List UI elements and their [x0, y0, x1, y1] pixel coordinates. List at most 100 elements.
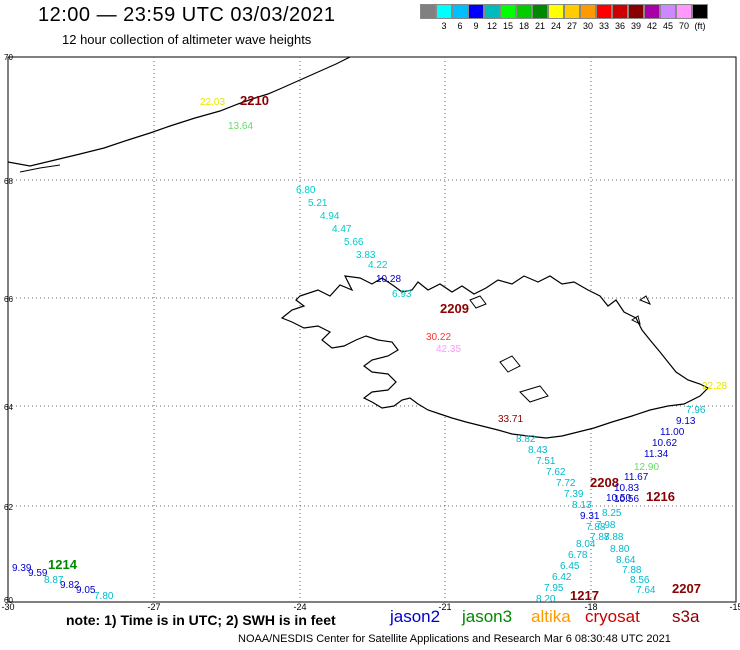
- longitude-label: -27: [147, 602, 160, 612]
- lake: [469, 295, 487, 309]
- wave-height-label: 7.39: [564, 489, 584, 500]
- wave-height-label: 30.22: [426, 332, 451, 343]
- wave-height-label: 7.95: [544, 583, 564, 594]
- wave-height-label: 9.39: [12, 563, 32, 574]
- color-swatch: [692, 4, 708, 19]
- wave-height-label: 7.88: [586, 522, 606, 533]
- color-scale-label: 39: [630, 21, 641, 31]
- wave-height-label: 6.80: [296, 185, 316, 196]
- mission-altika: altika: [531, 607, 571, 626]
- page-title: 12:00 — 23:59 UTC 03/03/2021: [38, 4, 336, 26]
- iceland-landmass: [280, 275, 710, 439]
- wave-height-label: 6.42: [552, 572, 572, 583]
- mission-s3a: s3a: [672, 607, 700, 626]
- island: [631, 315, 641, 325]
- color-scale-label: 12: [486, 21, 497, 31]
- color-scale-label: 6: [457, 21, 463, 31]
- wave-height-label: 7.51: [536, 456, 556, 467]
- color-swatch: [676, 4, 692, 19]
- color-swatch: [596, 4, 612, 19]
- wave-height-label: 8.04: [576, 539, 596, 550]
- wave-height-label: 8.64: [616, 555, 636, 566]
- pass-time-label: 1217: [570, 588, 599, 603]
- color-scale-label: 3: [441, 21, 447, 31]
- color-scale-label: 45: [662, 21, 673, 31]
- wave-height-label: 22.28: [702, 381, 727, 392]
- map-frame: [7, 56, 737, 603]
- page-subtitle: 12 hour collection of altimeter wave hei…: [62, 32, 312, 47]
- axis-labels: 70 68 66 64 62 60-30 -27 -24 -21 -18 -15: [1, 53, 740, 612]
- color-scale-labels: 3 6 9 12 15 18 21 24 27 30 33 36 39 42 45 70 (ft): [420, 21, 708, 31]
- wave-height-label: 7.64: [636, 585, 656, 596]
- wave-height-label: 8.82: [516, 434, 536, 445]
- longitude-label: -21: [438, 602, 451, 612]
- color-swatch: [468, 4, 484, 19]
- wave-height-label: 11.34: [644, 449, 669, 460]
- wave-height-label: 4.47: [332, 224, 352, 235]
- pass-time-label: 2207: [672, 581, 701, 596]
- wave-height-label: 3.83: [356, 250, 376, 261]
- color-swatch: [628, 4, 644, 19]
- latitude-label: 62: [4, 503, 13, 512]
- mission-jason2: jason2: [390, 607, 441, 626]
- color-swatch: [612, 4, 628, 19]
- wave-height-label: 7.96: [686, 405, 706, 416]
- wave-height-label: 4.94: [320, 211, 340, 222]
- wave-height-label: 11.67: [624, 472, 649, 483]
- greenland-coast-fragment: [19, 164, 61, 173]
- wave-height-label: 6.93: [392, 289, 412, 300]
- wave-height-label: 10.56: [614, 494, 639, 505]
- wave-height-label: 7.88: [604, 532, 624, 543]
- color-scale-label: 27: [566, 21, 577, 31]
- wave-height-label: 10.28: [376, 274, 401, 285]
- color-scale-label: 30: [582, 21, 593, 31]
- wave-height-label: 33.71: [498, 414, 523, 425]
- wave-height-label: 5.21: [308, 198, 328, 209]
- wave-height-label: 8.43: [528, 445, 548, 456]
- wave-height-label: 8.25: [602, 508, 622, 519]
- color-scale-label: 18: [518, 21, 529, 31]
- lake: [519, 385, 549, 403]
- wave-height-label: 6.45: [560, 561, 580, 572]
- wave-height-label: 8.20: [536, 594, 556, 605]
- color-scale-label: 42: [646, 21, 657, 31]
- wave-height-label: 8.56: [630, 575, 650, 586]
- latitude-label: 64: [4, 403, 13, 412]
- color-swatch: [484, 4, 500, 19]
- color-scale-label: 15: [502, 21, 513, 31]
- wave-height-label: 7.88: [622, 565, 642, 576]
- wave-height-label: 13.64: [228, 121, 253, 132]
- wave-height-label: 8.13: [572, 500, 592, 511]
- wave-height-label: 9.59: [28, 568, 48, 579]
- color-swatch: [500, 4, 516, 19]
- color-swatch: [452, 4, 468, 19]
- footnote: note: 1) Time is in UTC; 2) SWH is in fe…: [66, 612, 336, 628]
- wave-height-label: 9.82: [60, 580, 80, 591]
- track-labels: 22.03 2210 13.64 6.80 5.21 4.94 4.47 5.66 3.834.…: [12, 93, 727, 605]
- pass-time-label: 1216: [646, 489, 675, 504]
- color-scale-bar: [420, 4, 708, 19]
- mission-cryosat: cryosat: [585, 607, 640, 626]
- color-swatch: [532, 4, 548, 19]
- wave-height-label: 7.62: [546, 467, 566, 478]
- latitude-label: 70: [4, 53, 13, 62]
- wave-height-label: 10.50: [606, 493, 631, 504]
- pass-time-label: 2208: [590, 475, 619, 490]
- credit-line: NOAA/NESDIS Center for Satellite Applica…: [238, 633, 671, 645]
- pass-time-label: 2209: [440, 301, 469, 316]
- longitude-label: -30: [1, 602, 14, 612]
- wave-height-label: 11.00: [660, 427, 685, 438]
- color-scale-label: (ft): [694, 21, 706, 31]
- longitude-label: -18: [584, 602, 597, 612]
- color-scale-label: 36: [614, 21, 625, 31]
- wave-height-label: 6.78: [568, 550, 588, 561]
- color-swatch: [548, 4, 564, 19]
- wave-height-label: 7.98: [596, 520, 616, 531]
- longitude-label: -15: [729, 602, 740, 612]
- pass-time-label: 1214: [48, 557, 78, 572]
- pass-time-label: 2210: [240, 93, 269, 108]
- longitude-label: -24: [293, 602, 306, 612]
- color-scale-label: 33: [598, 21, 609, 31]
- wave-height-label: 5.66: [344, 237, 364, 248]
